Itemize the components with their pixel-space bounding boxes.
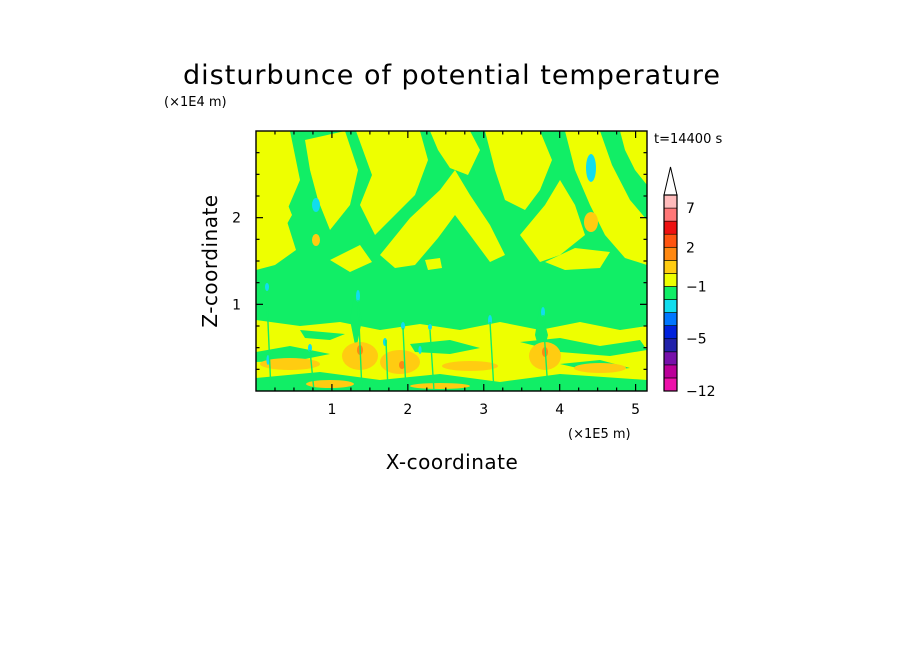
colorbar-segment bbox=[663, 246, 678, 261]
plot-area bbox=[256, 131, 647, 391]
colorbar-segment bbox=[663, 299, 678, 313]
colorbar-segment bbox=[663, 273, 678, 287]
colorbar-segment bbox=[663, 325, 678, 340]
colorbar-segment bbox=[663, 207, 678, 222]
colorbar-segment bbox=[663, 194, 678, 209]
lower-neutral-streaks bbox=[256, 290, 647, 391]
colorbar-label-2: 2 bbox=[686, 240, 695, 256]
colorbar-segment bbox=[663, 260, 678, 274]
colorbar: 7 2 −1 −5 −12 bbox=[663, 166, 716, 400]
tick-labels: 1 2 3 4 5 1 2 bbox=[232, 211, 640, 418]
x-tick-label-5: 5 bbox=[631, 402, 640, 418]
colorbar-segment bbox=[663, 286, 678, 300]
upper-warm-plumes bbox=[256, 131, 647, 272]
colorbar-segment bbox=[663, 220, 678, 235]
x-tick-label-4: 4 bbox=[555, 402, 564, 418]
x-tick-label-3: 3 bbox=[479, 402, 488, 418]
y-tick-label-2: 2 bbox=[232, 211, 241, 227]
axis-ticks bbox=[256, 131, 647, 391]
colorbar-extend-arrow bbox=[663, 166, 678, 196]
colorbar-segment bbox=[663, 338, 678, 353]
colorbar-segment bbox=[663, 377, 678, 392]
x-tick-label-1: 1 bbox=[327, 402, 336, 418]
colorbar-label-5: −12 bbox=[686, 384, 716, 400]
colorbar-segment bbox=[663, 364, 678, 379]
chart-title: disturbunce of potential temperature bbox=[183, 60, 721, 91]
plume-streaks bbox=[266, 299, 549, 391]
time-label: t=14400 s bbox=[654, 132, 722, 147]
x-axis-label: X-coordinate bbox=[386, 450, 519, 474]
x-unit-label: (×1E5 m) bbox=[568, 427, 631, 442]
colorbar-segment bbox=[663, 351, 678, 366]
colorbar-segment bbox=[663, 233, 678, 248]
x-tick-label-2: 2 bbox=[403, 402, 412, 418]
y-unit-label: (×1E4 m) bbox=[164, 95, 227, 110]
colorbar-label-4: −5 bbox=[686, 332, 707, 348]
colorbar-label-1: 7 bbox=[686, 201, 695, 217]
y-axis-label: Z-coordinate bbox=[198, 194, 222, 327]
y-tick-label-1: 1 bbox=[232, 297, 241, 313]
colorbar-label-3: −1 bbox=[686, 279, 707, 295]
colorbar-frame bbox=[663, 194, 678, 392]
colorbar-segment bbox=[663, 312, 678, 326]
